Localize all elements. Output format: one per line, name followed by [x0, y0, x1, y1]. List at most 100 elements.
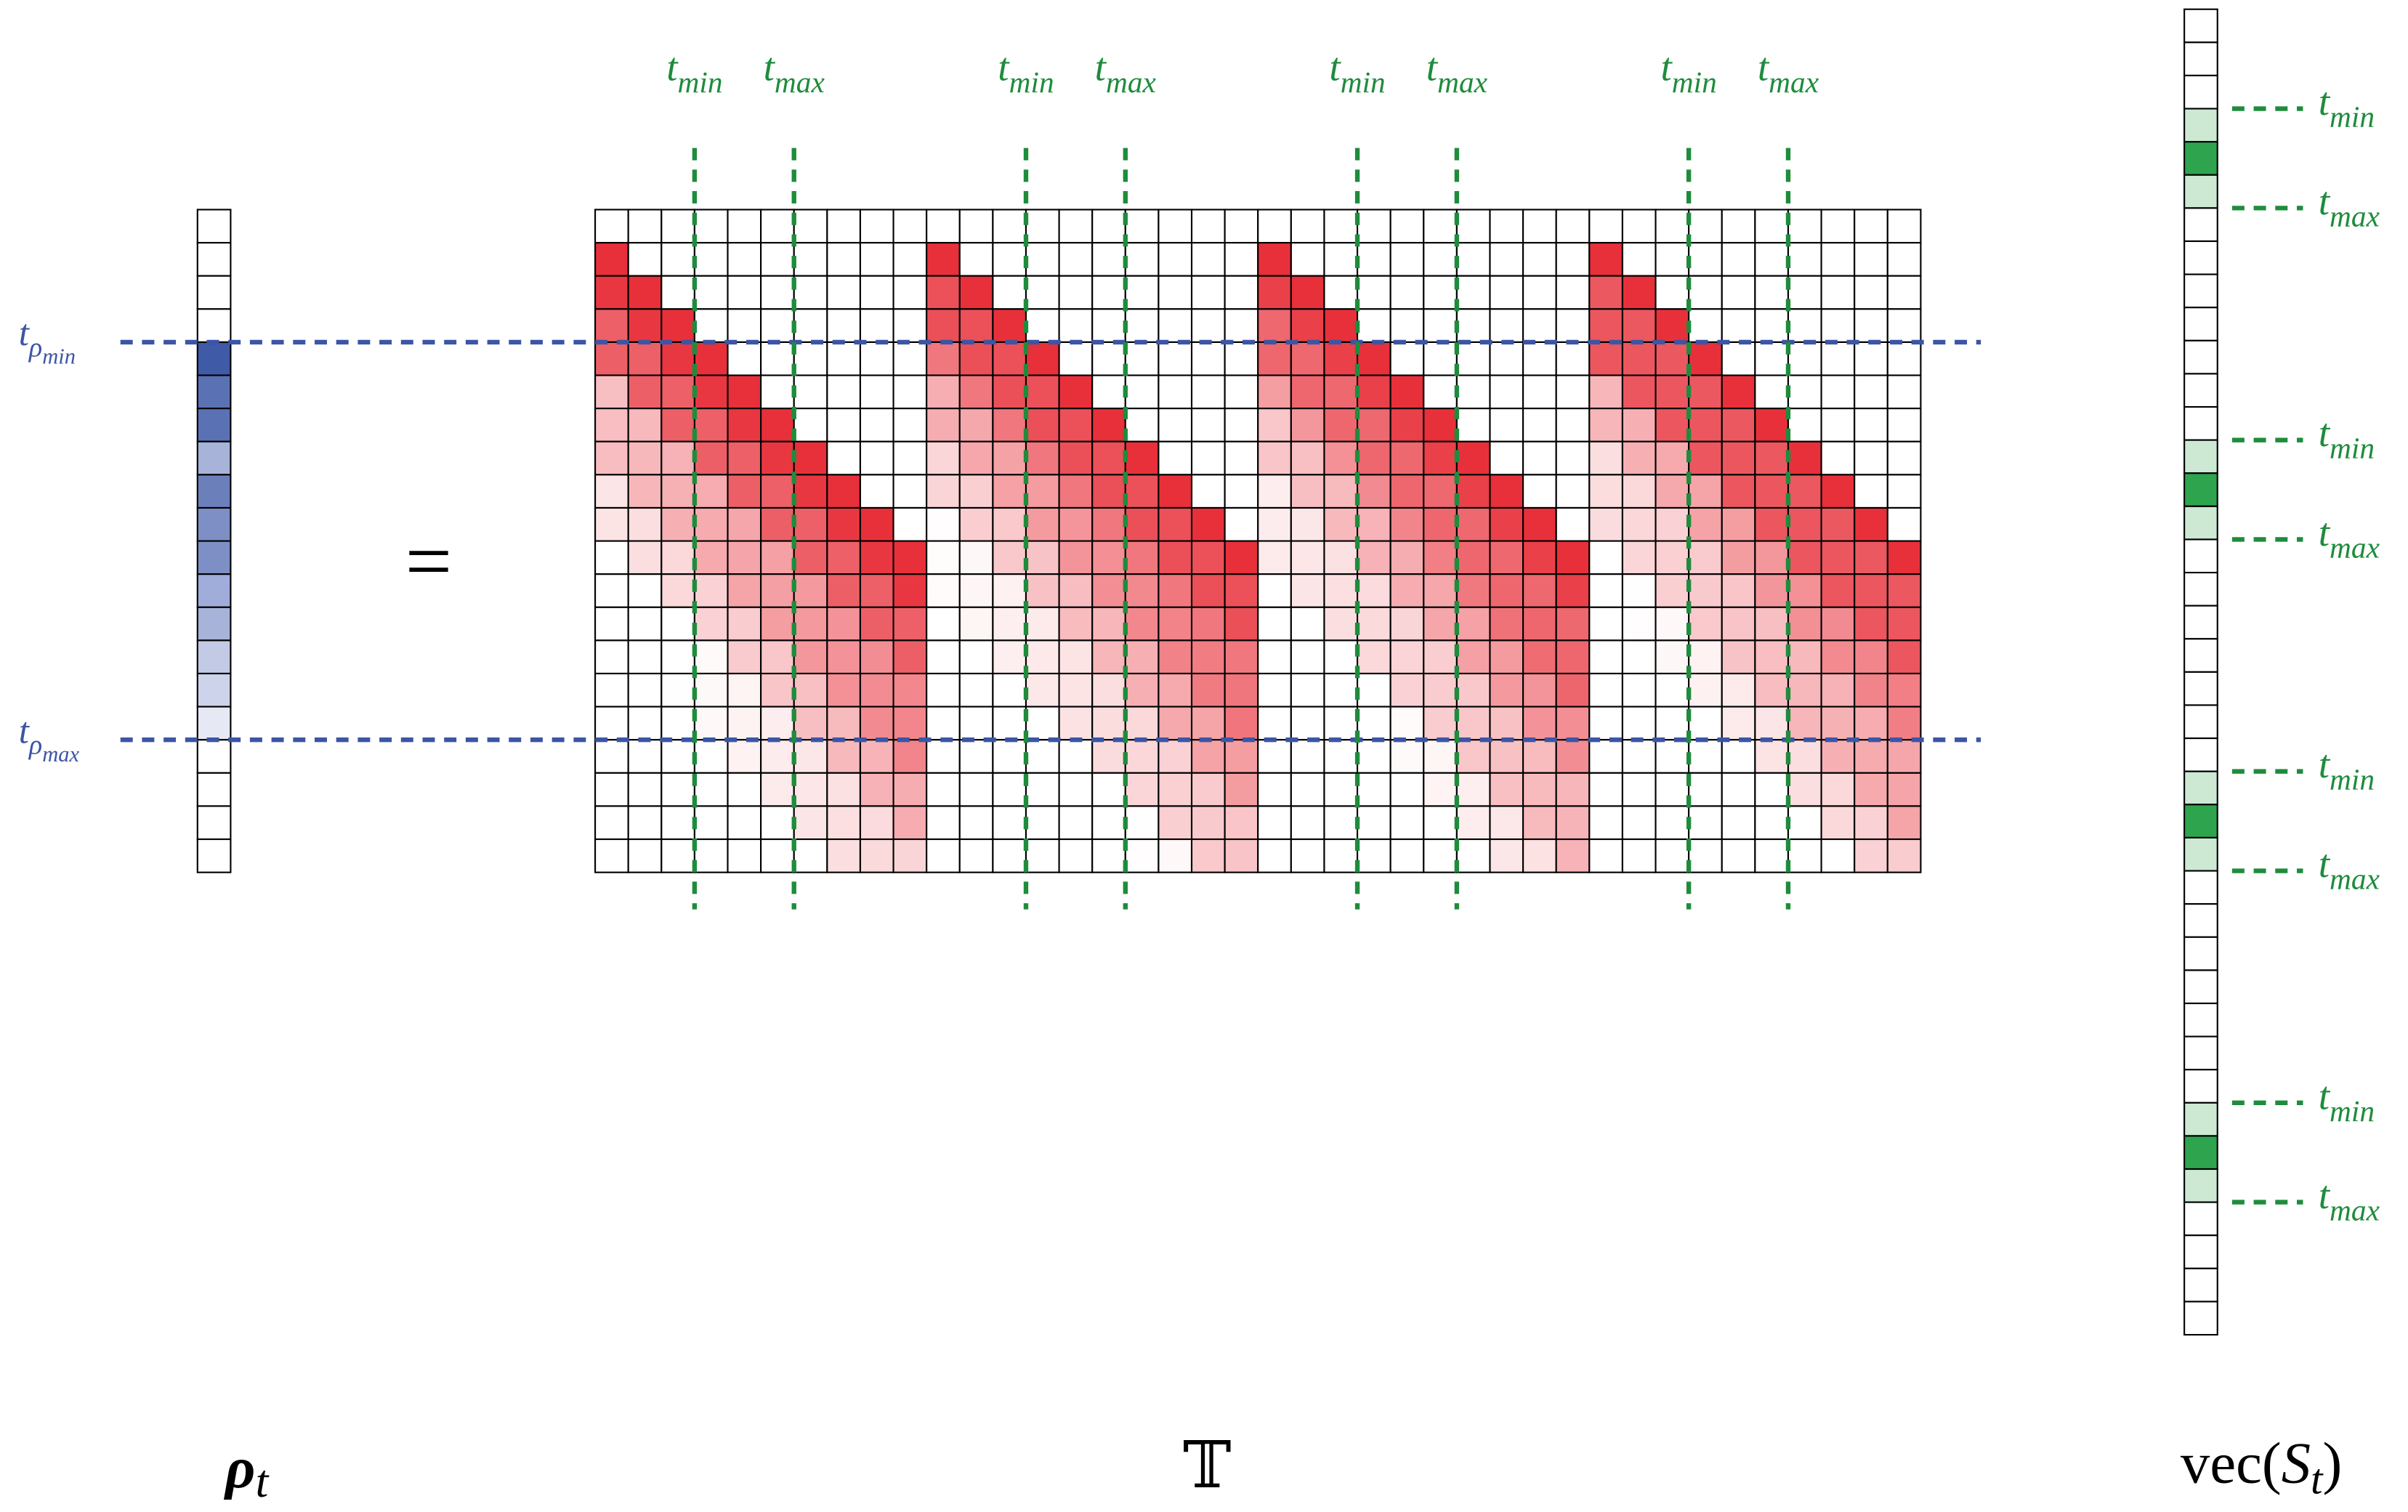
matrix-cell: [1688, 474, 1723, 509]
matrix-cell: [1124, 838, 1160, 873]
matrix-cell: [926, 805, 961, 841]
matrix-cell: [1522, 573, 1557, 608]
matrix-cell: [926, 242, 961, 277]
label-base: t: [1758, 44, 1770, 89]
matrix-cell: [1290, 440, 1325, 476]
vec-cell: [2183, 1069, 2218, 1104]
matrix-cell: [1588, 706, 1623, 741]
matrix-cell: [1854, 374, 1888, 410]
matrix-cell: [1058, 308, 1094, 343]
matrix-cell: [1455, 242, 1491, 277]
label-base: t: [2319, 1073, 2331, 1117]
matrix-cell: [1290, 209, 1325, 244]
matrix-cell: [793, 408, 828, 442]
matrix-cell: [1588, 672, 1623, 708]
matrix-cell: [1621, 408, 1657, 442]
matrix-cell: [1555, 242, 1591, 277]
matrix-cell: [1886, 408, 1922, 442]
matrix-cell: [1721, 506, 1756, 542]
matrix-cell: [1423, 440, 1458, 476]
matrix-cell: [1423, 772, 1458, 807]
matrix-cell: [1025, 739, 1060, 774]
matrix-cell: [1655, 474, 1690, 509]
matrix-cell: [660, 805, 695, 841]
matrix-cell: [1455, 374, 1491, 410]
matrix-cell: [627, 838, 663, 873]
matrix-cell: [1489, 242, 1524, 277]
matrix-cell: [1290, 639, 1325, 675]
matrix-cell: [1489, 706, 1524, 741]
matrix-cell: [1787, 639, 1822, 675]
matrix-cell: [926, 772, 961, 807]
matrix-cell: [1522, 606, 1557, 642]
vec-cell: [2183, 207, 2218, 243]
matrix-cell: [1886, 706, 1922, 741]
matrix-cell: [1555, 805, 1591, 841]
matrix-cell: [660, 706, 695, 741]
vec-cell: [2183, 1135, 2218, 1171]
matrix-cell: [1688, 772, 1723, 807]
matrix-cell: [760, 275, 795, 310]
vec-cell: [2183, 74, 2218, 110]
matrix-cell: [594, 341, 629, 376]
matrix-cell: [660, 440, 695, 476]
matrix-cell: [1323, 639, 1359, 675]
matrix-cell: [1423, 838, 1458, 873]
matrix-cell: [1688, 639, 1723, 675]
matrix-cell: [1655, 672, 1690, 708]
matrix-cell: [958, 408, 994, 442]
matrix-cell: [693, 275, 729, 310]
matrix-cell: [1721, 374, 1756, 410]
matrix-cell: [1091, 209, 1126, 244]
matrix-cell: [1455, 838, 1491, 873]
rho-cell: [196, 838, 232, 873]
matrix-cell: [1091, 275, 1126, 310]
label-sub: max: [1769, 65, 1819, 99]
matrix-cell: [693, 838, 729, 873]
matrix-cell: [627, 706, 663, 741]
matrix-cell: [594, 308, 629, 343]
matrix-cell: [1688, 805, 1723, 841]
matrix-cell: [1820, 440, 1856, 476]
matrix-cell: [727, 341, 762, 376]
matrix-cell: [660, 772, 695, 807]
matrix-cell: [1025, 838, 1060, 873]
matrix-cell: [760, 374, 795, 410]
matrix-cell: [1787, 341, 1822, 376]
matrix-cell: [1754, 506, 1790, 542]
matrix-cell: [1423, 341, 1458, 376]
matrix-cell: [1655, 706, 1690, 741]
matrix-cell: [1423, 408, 1458, 442]
matrix-cell: [1522, 772, 1557, 807]
matrix-cell: [1621, 209, 1657, 244]
matrix-cell: [727, 606, 762, 642]
rho-cell: [196, 573, 232, 608]
matrix-cell: [1886, 639, 1922, 675]
matrix-cell: [594, 805, 629, 841]
matrix-cell: [627, 242, 663, 277]
matrix-cell: [892, 374, 928, 410]
matrix-cell: [760, 606, 795, 642]
matrix-cell: [1157, 838, 1193, 873]
matrix-cell: [1124, 440, 1160, 476]
matrix-cell: [1290, 308, 1325, 343]
matrix-cell: [1489, 408, 1524, 442]
matrix-cell: [1787, 209, 1822, 244]
matrix-cell: [1522, 706, 1557, 741]
matrix-cell: [1058, 440, 1094, 476]
matrix-cell: [958, 739, 994, 774]
matrix-cell: [660, 573, 695, 608]
vec-cell: [2183, 1101, 2218, 1137]
matrix-cell: [1423, 374, 1458, 410]
matrix-cell: [1290, 805, 1325, 841]
matrix-cell: [1489, 639, 1524, 675]
matrix-cell: [1389, 242, 1425, 277]
matrix-cell: [1655, 639, 1690, 675]
matrix-cell: [1621, 242, 1657, 277]
matrix-cell: [1124, 739, 1160, 774]
matrix-cell: [1754, 308, 1790, 343]
matrix-cell: [727, 474, 762, 509]
matrix-cell: [1357, 408, 1391, 442]
matrix-cell: [1555, 739, 1591, 774]
matrix-cell: [1886, 672, 1922, 708]
